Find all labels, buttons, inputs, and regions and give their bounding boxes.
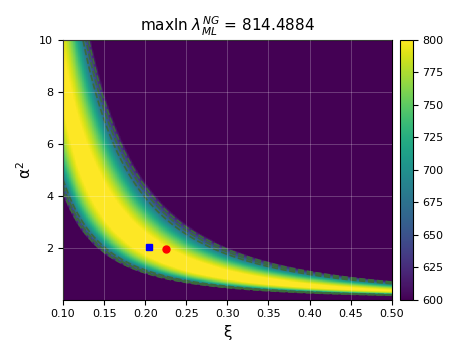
Title: maxln $\lambda_{ML}^{NG}$ = 814.4884: maxln $\lambda_{ML}^{NG}$ = 814.4884 (140, 15, 315, 38)
Y-axis label: α$^2$: α$^2$ (15, 161, 34, 179)
X-axis label: ξ: ξ (223, 325, 232, 340)
